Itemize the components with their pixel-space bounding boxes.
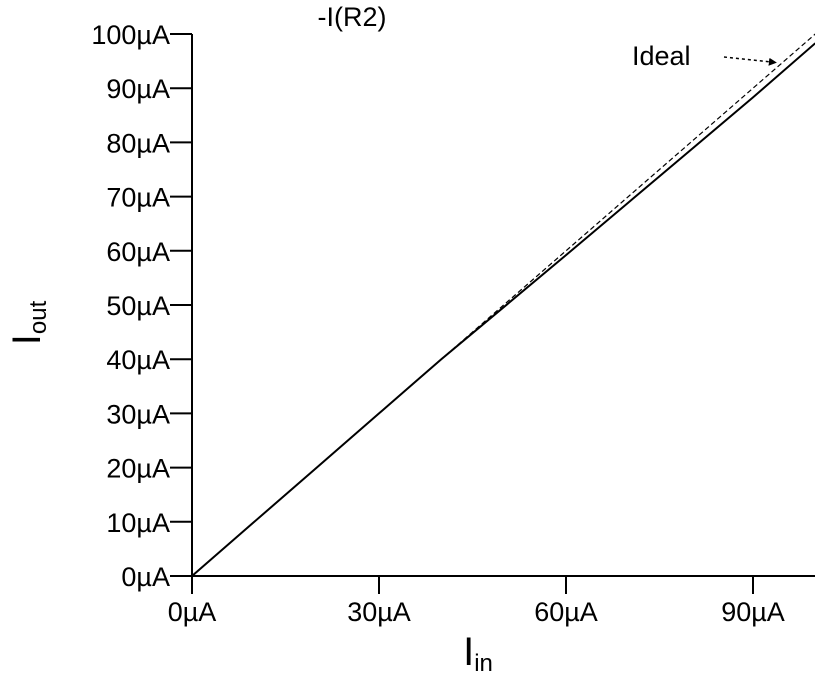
y-tick-label: 90µA <box>106 74 170 104</box>
y-tick-label: 70µA <box>106 183 170 213</box>
series-group <box>191 33 815 577</box>
x-tick-label: 0µA <box>168 597 217 627</box>
x-tick-label: 60µA <box>534 597 598 627</box>
x-axis-ticks: 0µA 30µA 60µA 90µA <box>168 576 785 627</box>
y-tick-label: 80µA <box>106 128 170 158</box>
y-tick-label: 20µA <box>106 454 170 484</box>
annotation-ideal-label: Ideal <box>632 41 691 71</box>
annotation-ideal-arrow <box>723 56 777 66</box>
y-tick-label: 30µA <box>106 399 170 429</box>
y-tick-label: 50µA <box>106 291 170 321</box>
annotation-group: Ideal <box>632 41 777 71</box>
x-axis-title-sub: in <box>474 650 493 676</box>
y-axis-title: Iout <box>5 300 52 345</box>
y-tick-label: 40µA <box>106 345 170 375</box>
y-axis-title-main: I <box>5 334 49 345</box>
y-axis-ticks: 0µA 10µA 20µA 30µA 40µA 50µA 60µA 70µA 80µA 90µA 1… <box>91 20 192 592</box>
y-tick-label: 100µA <box>91 20 170 50</box>
chart-title: -I(R2) <box>318 2 387 32</box>
y-tick-label: 60µA <box>106 237 170 267</box>
y-axis-title-sub: out <box>25 300 52 334</box>
series-line-ideal <box>191 33 815 577</box>
series-line-iout <box>191 42 815 577</box>
x-tick-label: 30µA <box>347 597 411 627</box>
y-tick-label: 0µA <box>121 562 170 592</box>
x-axis-title-main: I <box>463 630 474 674</box>
x-axis-title: Iin <box>463 630 493 676</box>
y-tick-label: 10µA <box>106 508 170 538</box>
x-tick-label: 90µA <box>721 597 785 627</box>
